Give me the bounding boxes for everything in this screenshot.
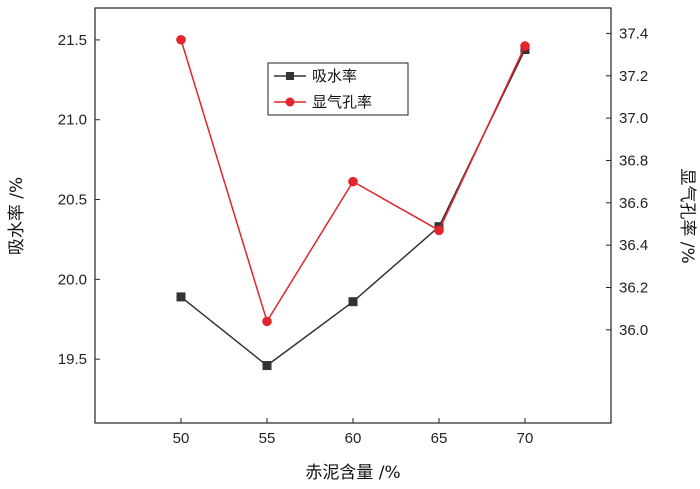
legend-marker-water-absorption bbox=[286, 72, 294, 80]
right-y-tick-label: 37.2 bbox=[619, 68, 648, 85]
data-point-apparent-porosity bbox=[262, 316, 272, 327]
left-y-axis-title: 吸水率 /% bbox=[7, 177, 27, 255]
legend-label-water-absorption: 吸水率 bbox=[312, 67, 357, 85]
x-tick-label: 60 bbox=[345, 430, 362, 447]
right-y-tick-label: 36.0 bbox=[619, 322, 648, 339]
right-y-tick-label: 36.4 bbox=[619, 237, 648, 254]
x-tick-label: 70 bbox=[517, 430, 534, 447]
legend-box bbox=[267, 62, 409, 116]
x-tick-label: 50 bbox=[173, 430, 190, 447]
left-y-tick-label: 20.5 bbox=[58, 192, 87, 209]
data-point-apparent-porosity bbox=[520, 41, 530, 51]
x-tick-label: 55 bbox=[259, 430, 276, 447]
left-y-axis-ticks: 19.5 20.0 20.5 21.0 21.5 bbox=[58, 32, 100, 368]
right-y-tick-label: 36.2 bbox=[619, 279, 648, 296]
right-y-axis-ticks: 36.0 36.2 36.4 36.6 36.8 37.0 37.2 37.4 bbox=[606, 25, 648, 339]
x-axis-ticks: 50 55 60 65 70 bbox=[173, 418, 534, 447]
left-y-tick-label: 21.0 bbox=[58, 112, 87, 129]
data-point-apparent-porosity bbox=[434, 225, 444, 236]
legend-label-apparent-porosity: 显气孔率 bbox=[312, 93, 372, 111]
right-y-axis-title: 显气孔率 /% bbox=[677, 168, 697, 263]
right-y-tick-label: 37.0 bbox=[619, 110, 648, 127]
legend: 吸水率 显气孔率 bbox=[267, 62, 409, 116]
x-tick-label: 65 bbox=[431, 430, 448, 447]
data-point-water-absorption bbox=[176, 292, 186, 302]
right-y-tick-label: 37.4 bbox=[619, 25, 648, 42]
data-point-apparent-porosity bbox=[348, 176, 358, 187]
x-axis-title: 赤泥含量 /% bbox=[305, 463, 400, 483]
right-y-tick-label: 36.6 bbox=[619, 195, 648, 212]
data-point-water-absorption bbox=[262, 361, 272, 371]
series-layer bbox=[176, 34, 530, 371]
left-y-tick-label: 21.5 bbox=[58, 32, 87, 49]
right-y-tick-label: 36.8 bbox=[619, 152, 648, 169]
data-point-apparent-porosity bbox=[176, 34, 186, 45]
legend-marker-apparent-porosity bbox=[285, 97, 295, 107]
left-y-tick-label: 20.0 bbox=[58, 271, 87, 288]
data-point-water-absorption bbox=[348, 297, 358, 307]
left-y-tick-label: 19.5 bbox=[58, 351, 87, 368]
